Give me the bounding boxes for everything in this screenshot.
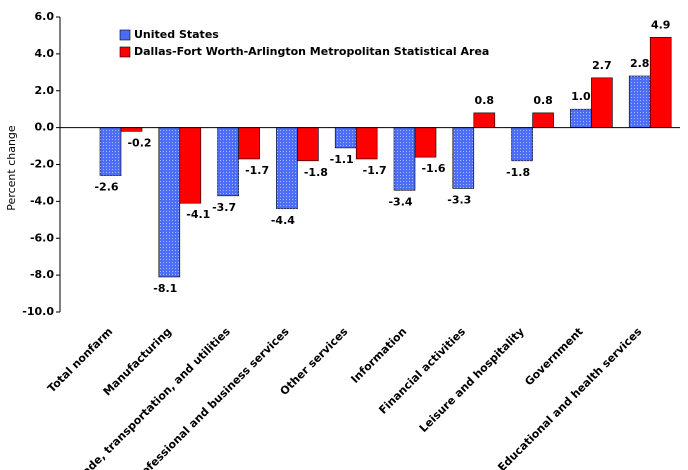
bar-texture <box>629 76 651 128</box>
data-label: -3.3 <box>447 193 471 206</box>
legend-label: United States <box>134 28 219 41</box>
data-label: -4.4 <box>271 214 295 227</box>
bar-texture <box>511 127 533 161</box>
bar <box>355 127 378 160</box>
data-label: 2.7 <box>592 59 612 72</box>
bar <box>238 127 260 160</box>
x-tick-label: Information <box>348 325 409 386</box>
legend-label: Dallas-Fort Worth-Arlington Metropolitan… <box>134 45 489 58</box>
y-tick-label: -10.0 <box>22 305 54 318</box>
bar <box>297 127 319 162</box>
data-label: 0.8 <box>533 94 553 107</box>
y-tick-label: -2.0 <box>30 158 54 171</box>
bar-texture <box>452 127 474 189</box>
data-label: 0.8 <box>475 94 495 107</box>
bar <box>473 112 496 128</box>
legend-swatch <box>119 29 131 41</box>
bar-texture <box>158 127 180 277</box>
y-tick-label: -6.0 <box>30 231 54 244</box>
y-tick-label: -8.0 <box>30 268 54 281</box>
bar-texture <box>335 127 357 148</box>
bar-texture <box>100 127 121 176</box>
y-tick-label: 0.0 <box>35 121 55 134</box>
data-label: -1.6 <box>421 162 445 175</box>
x-tick-label: Leisure and hospitality <box>417 325 527 435</box>
bar-texture <box>570 109 592 128</box>
y-tick-label: 2.0 <box>35 84 55 97</box>
y-axis-title: Percent change <box>5 125 18 211</box>
bar <box>179 127 202 204</box>
data-label: -1.7 <box>363 164 387 177</box>
data-label: 1.0 <box>571 90 591 103</box>
data-label: -3.7 <box>212 201 236 214</box>
data-label: -1.7 <box>245 164 269 177</box>
bar-texture <box>217 127 239 196</box>
data-label: -0.2 <box>127 136 151 149</box>
y-tick-label: -4.0 <box>30 194 54 207</box>
legend-swatch <box>119 46 131 58</box>
data-label: -2.6 <box>94 181 118 194</box>
data-label: 4.9 <box>651 18 671 31</box>
bar <box>649 36 672 128</box>
data-label: -1.8 <box>506 166 530 179</box>
data-label: -8.1 <box>153 282 177 295</box>
bar-texture <box>394 127 415 191</box>
bar <box>591 77 613 128</box>
data-label: -1.1 <box>330 153 354 166</box>
bar <box>532 112 554 128</box>
x-tick-label: Government <box>522 325 585 388</box>
y-tick-label: 6.0 <box>35 10 55 23</box>
data-label: -4.1 <box>186 208 210 221</box>
data-label: -3.4 <box>388 195 412 208</box>
data-label: 2.8 <box>630 57 650 70</box>
bar <box>414 127 437 158</box>
data-label: -1.8 <box>304 166 328 179</box>
bar-texture <box>276 127 298 209</box>
bar <box>120 127 143 132</box>
y-tick-label: 4.0 <box>35 47 55 60</box>
